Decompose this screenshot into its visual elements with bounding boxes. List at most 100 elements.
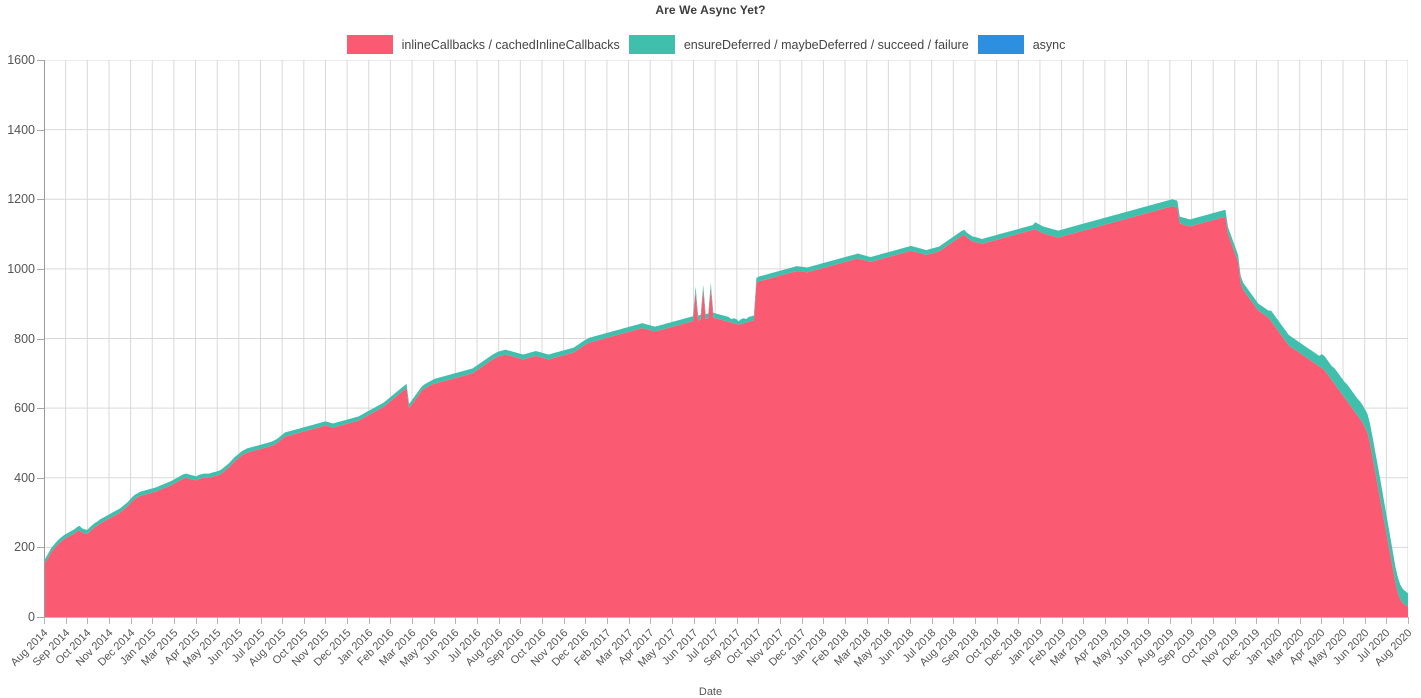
x-axis-tick-mark	[347, 617, 349, 624]
y-axis-tick-label: 800	[14, 331, 35, 346]
x-axis-tick-mark	[152, 617, 154, 624]
x-axis-tick-mark	[390, 617, 392, 624]
x-axis-label: Date	[698, 686, 723, 698]
x-axis-tick-mark	[1191, 617, 1193, 624]
y-axis-tick-label: 1200	[7, 192, 35, 207]
x-axis-tick-mark	[1061, 617, 1063, 624]
x-axis-tick-mark	[888, 617, 890, 624]
y-axis-tick-mark	[37, 338, 44, 340]
x-axis-tick-mark	[260, 617, 262, 624]
x-axis-tick-mark	[996, 617, 998, 624]
x-axis-tick-mark	[628, 617, 630, 624]
x-axis-tick-mark	[1364, 617, 1366, 624]
x-axis-tick-mark	[1018, 617, 1020, 624]
x-axis-tick-mark	[1234, 617, 1236, 624]
y-axis-tick-mark	[37, 129, 44, 131]
legend-item-inline-callbacks[interactable]: inlineCallbacks / cachedInlineCallbacks	[346, 35, 629, 54]
x-axis-tick-mark	[368, 617, 370, 624]
x-axis-tick-mark	[217, 617, 219, 624]
x-axis-tick-mark	[238, 617, 240, 624]
x-axis-tick-mark	[953, 617, 955, 624]
x-axis-tick-mark	[866, 617, 868, 624]
x-axis-tick-mark	[758, 617, 760, 624]
x-axis-tick-mark	[693, 617, 695, 624]
x-axis-tick-mark	[1299, 617, 1301, 624]
x-axis-tick-mark	[1256, 617, 1258, 624]
legend-swatch-inline-callbacks	[346, 35, 393, 54]
y-axis-tick-mark	[37, 617, 44, 618]
x-axis-tick-mark	[65, 617, 67, 624]
x-axis-tick-mark	[1148, 617, 1150, 624]
y-axis-tick-mark	[37, 477, 44, 479]
plot-area	[44, 60, 1408, 617]
y-axis-tick-mark	[37, 199, 44, 201]
x-axis-tick-mark	[130, 617, 132, 624]
x-axis-tick-mark	[780, 617, 782, 624]
x-axis-tick-mark	[87, 617, 89, 624]
x-axis-tick-mark	[1213, 617, 1215, 624]
legend-label-deferred: ensureDeferred / maybeDeferred / succeed…	[683, 37, 969, 52]
x-axis-tick-mark	[1278, 617, 1280, 624]
x-axis-tick-mark	[44, 617, 45, 624]
legend-label-async: async	[1032, 37, 1066, 52]
x-axis-tick-mark	[736, 617, 738, 624]
x-axis-tick-mark	[823, 617, 825, 624]
x-axis-tick-mark	[433, 617, 435, 624]
x-axis-tick-mark	[715, 617, 717, 624]
x-axis-tick-mark	[650, 617, 652, 624]
x-axis-tick-mark	[108, 617, 110, 624]
x-axis-tick-mark	[173, 617, 175, 624]
x-axis-tick-mark	[1386, 617, 1388, 624]
x-axis-ticks: Aug 2014 Sep 2014 Oct 2014 Nov 2014 Dec 2014…	[9, 617, 1414, 695]
x-axis-tick-mark	[1343, 617, 1345, 624]
x-axis-tick-mark	[1083, 617, 1085, 624]
x-axis-tick-mark	[1321, 617, 1323, 624]
legend-label-inline-callbacks: inlineCallbacks / cachedInlineCallbacks	[401, 37, 620, 52]
chart-series-layer	[44, 199, 1408, 617]
x-axis-tick-mark	[931, 617, 933, 624]
x-axis-tick-mark	[845, 617, 847, 624]
legend-item-async[interactable]: async	[977, 35, 1075, 54]
y-axis-tick-mark	[37, 547, 44, 549]
series-area	[44, 206, 1408, 617]
x-axis-tick-mark	[477, 617, 479, 624]
x-axis-tick-mark	[303, 617, 305, 624]
page-title: Are We Async Yet?	[655, 3, 766, 17]
chart-legend: inlineCallbacks / cachedInlineCallbacks …	[0, 35, 1421, 54]
legend-swatch-deferred	[628, 35, 675, 54]
x-axis-tick-mark	[1408, 617, 1409, 624]
x-axis-tick-mark	[325, 617, 327, 624]
x-axis-tick-mark	[606, 617, 608, 624]
y-axis-tick-label: 1000	[7, 261, 35, 276]
x-axis-tick-mark	[1169, 617, 1171, 624]
y-axis-tick-mark	[37, 268, 44, 270]
y-axis-line	[44, 60, 45, 617]
x-axis-tick-mark	[455, 617, 457, 624]
x-axis-tick-mark	[585, 617, 587, 624]
x-axis-tick-mark	[671, 617, 673, 624]
y-axis-tick-mark	[37, 60, 44, 61]
y-axis-tick-label: 600	[14, 401, 35, 416]
y-axis-tick-label: 400	[14, 470, 35, 485]
x-axis-tick-mark	[563, 617, 565, 624]
x-axis-tick-mark	[282, 617, 284, 624]
x-axis-tick-mark	[520, 617, 522, 624]
x-axis-tick-mark	[412, 617, 414, 624]
x-axis-tick-mark	[541, 617, 543, 624]
y-axis-tick-label: 200	[14, 540, 35, 555]
legend-item-deferred[interactable]: ensureDeferred / maybeDeferred / succeed…	[628, 35, 978, 54]
y-axis-tick-label: 1600	[7, 53, 35, 67]
y-axis-tick-label: 0	[28, 610, 35, 624]
x-axis-tick-mark	[801, 617, 803, 624]
legend-swatch-async	[977, 35, 1024, 54]
x-axis-tick-mark	[498, 617, 500, 624]
y-axis-tick-label: 1400	[7, 122, 35, 137]
x-axis-line	[44, 617, 1408, 618]
y-axis-tick-mark	[37, 408, 44, 410]
x-axis-tick-mark	[195, 617, 197, 624]
x-axis-tick-mark	[1039, 617, 1041, 624]
x-axis-tick-mark	[1104, 617, 1106, 624]
x-axis-tick-mark	[1126, 617, 1128, 624]
x-axis-tick-mark	[910, 617, 912, 624]
